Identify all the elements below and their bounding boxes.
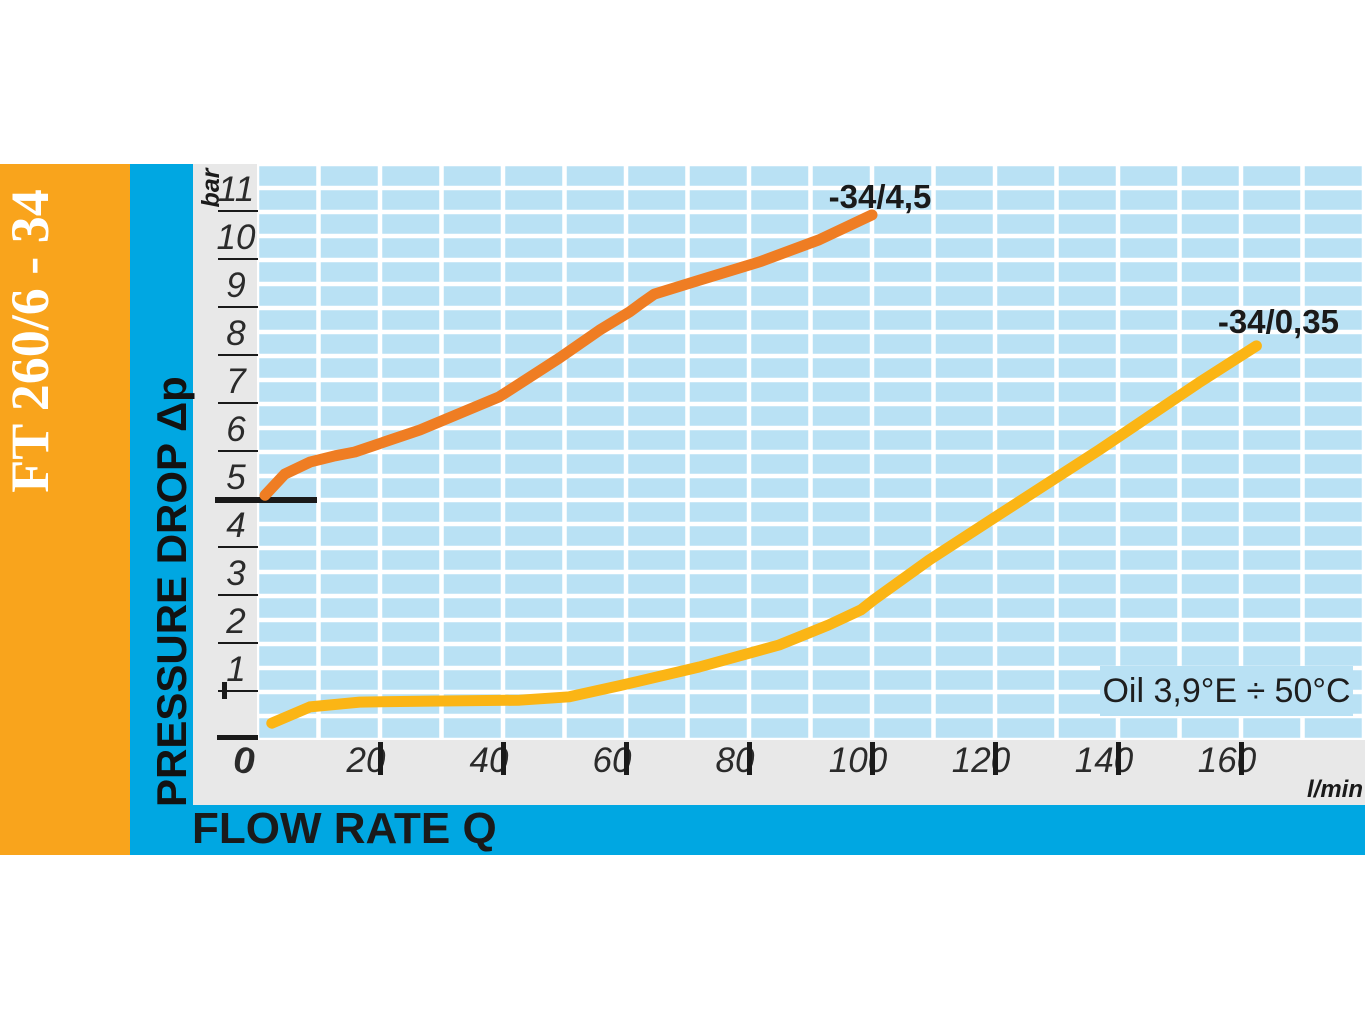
y-tick-line [218, 545, 258, 548]
y-tick-label: 1 [226, 650, 246, 689]
x-tick-label: 0 [233, 741, 253, 780]
y-tick-line [218, 257, 258, 260]
sidebar-title: FT 260/6 - 34 [0, 189, 60, 493]
x-tick-label: 20 [346, 741, 386, 780]
x-tick-mark [1116, 742, 1121, 775]
x-tick-label: 160 [1197, 741, 1257, 780]
curve-34-035 [266, 340, 1262, 729]
x-tick-mark [378, 742, 383, 775]
x-tick-label: 60 [592, 741, 632, 780]
sidebar-tab [0, 164, 130, 855]
y-tick-line [218, 305, 258, 308]
x-tick-mark [501, 742, 506, 775]
axis-mark-1bar [222, 682, 227, 699]
x-tick-mark [1239, 742, 1244, 775]
x-tick-mark [993, 742, 998, 775]
plot-area [215, 164, 1365, 740]
y-tick-line [218, 593, 258, 596]
x-tick-label: 140 [1074, 741, 1134, 780]
x-axis-unit-label: l/min [1306, 776, 1363, 803]
y-tick-label: 6 [226, 410, 246, 449]
y-tick-label: 0 [235, 742, 255, 781]
oil-annotation-patch: Oil 3,9°E ÷ 50°C [1100, 666, 1353, 716]
oil-annotation: Oil 3,9°E ÷ 50°C [1102, 671, 1351, 710]
y-tick-line [218, 209, 258, 212]
x-tick-label: 100 [828, 741, 888, 780]
x-tick-label: 40 [469, 741, 509, 780]
grid-lines [257, 164, 1365, 740]
y-tick-label: 7 [226, 362, 246, 401]
x-tick-label: 80 [715, 741, 755, 780]
y-tick-line [217, 735, 258, 740]
y-tick-label: 10 [216, 218, 256, 257]
y-tick-line [218, 689, 258, 692]
y-tick-label: 11 [217, 170, 255, 209]
curve-label-34-45: -34/4,5 [828, 177, 932, 215]
y-tick-line [218, 641, 258, 644]
y-tick-label: 3 [226, 554, 246, 593]
y-tick-label: 9 [226, 266, 246, 305]
y-tick-line [218, 449, 258, 452]
x-tick-mark [624, 742, 629, 775]
y-tick-label: 8 [226, 314, 246, 353]
y-axis-title: PRESSURE DROP Δp [148, 376, 195, 807]
y-tick-line [218, 353, 258, 356]
x-axis-title: FLOW RATE Q [192, 804, 497, 853]
curve-34-45 [259, 209, 878, 501]
y-tick-line [218, 401, 258, 404]
x-tick-mark [870, 742, 875, 775]
x-tick-mark [747, 742, 752, 775]
curve-label-34-035: -34/0,35 [1217, 302, 1339, 340]
y-tick-label: 2 [226, 602, 246, 641]
x-tick-label: 120 [951, 741, 1011, 780]
y-tick-label: 4 [226, 506, 246, 545]
y-tick-label: 5 [226, 458, 246, 497]
